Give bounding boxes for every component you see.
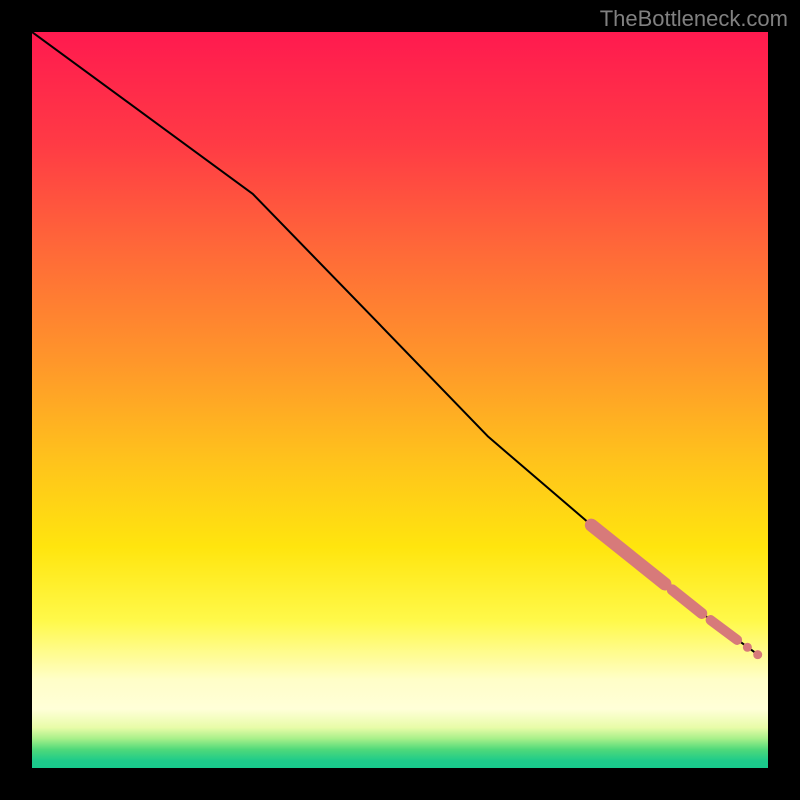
highlight-dot-0: [743, 643, 752, 652]
bottleneck-chart: [32, 32, 768, 768]
watermark-text: TheBottleneck.com: [600, 6, 788, 32]
highlight-dot-1: [753, 650, 762, 659]
chart-background: [32, 32, 768, 768]
